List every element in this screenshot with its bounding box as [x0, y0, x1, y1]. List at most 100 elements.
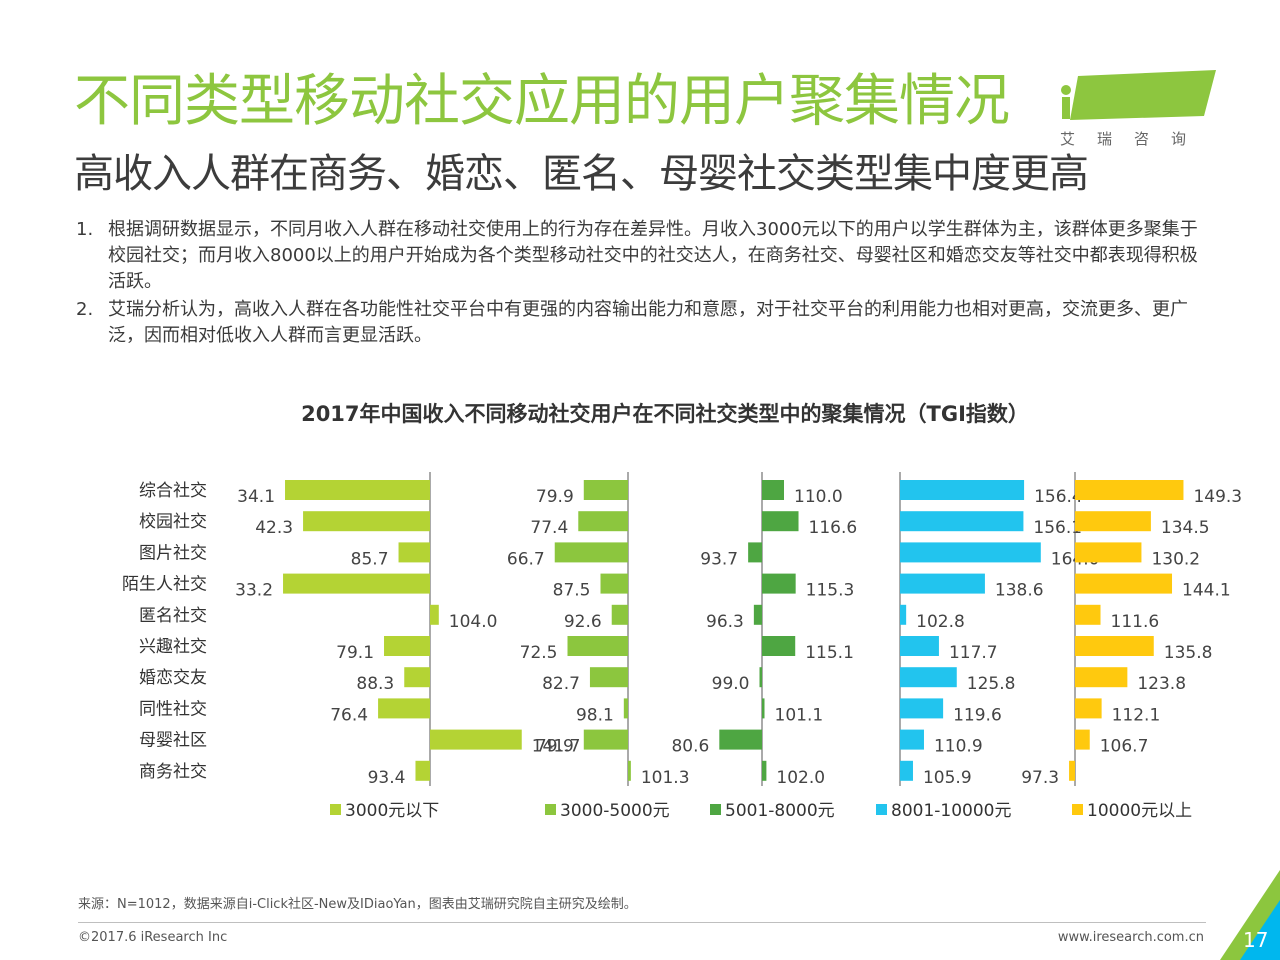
data-bar	[1075, 667, 1128, 688]
data-bar	[1075, 511, 1151, 532]
data-label: 115.3	[806, 581, 855, 601]
data-bar	[285, 480, 430, 500]
data-bar	[762, 760, 767, 781]
corner-decoration	[1220, 870, 1280, 960]
data-label: 79.9	[536, 737, 574, 757]
data-label: 34.1	[237, 487, 275, 507]
data-bar	[1075, 542, 1142, 563]
data-bar	[900, 480, 1025, 500]
data-label: 112.1	[1112, 705, 1161, 725]
data-bar	[578, 511, 628, 532]
category-label: 综合社交	[139, 481, 207, 501]
category-label: 兴趣社交	[139, 637, 207, 657]
data-bar	[384, 636, 430, 656]
data-label: 106.7	[1100, 737, 1149, 757]
note-item: 2. 艾瑞分析认为，高收入人群在各功能性社交平台中有更强的内容输出能力和意愿，对…	[76, 297, 1206, 349]
data-label: 79.9	[536, 487, 574, 507]
data-label: 130.2	[1151, 549, 1200, 569]
category-label: 同性社交	[139, 699, 207, 719]
data-label: 80.6	[671, 737, 709, 757]
data-bar	[900, 760, 913, 781]
chart-title: 2017年中国收入不同移动社交用户在不同社交类型中的聚集情况（TGI指数）	[301, 402, 1029, 426]
data-label: 88.3	[356, 674, 394, 694]
data-label: 149.3	[1193, 487, 1242, 507]
data-bar	[762, 698, 765, 719]
data-bar	[430, 604, 439, 625]
category-label: 商务社交	[139, 762, 207, 782]
data-bar	[759, 667, 762, 688]
data-bar	[567, 636, 628, 656]
data-label: 110.9	[934, 737, 983, 757]
data-label: 156.1	[1033, 518, 1082, 538]
data-label: 119.6	[953, 705, 1002, 725]
data-label: 134.5	[1161, 518, 1210, 538]
data-label: 102.0	[776, 768, 825, 788]
data-label: 42.3	[255, 518, 293, 538]
data-label: 77.4	[530, 518, 568, 538]
page-title: 不同类型移动社交应用的用户聚集情况	[74, 69, 1010, 134]
note-number: 1.	[76, 219, 94, 240]
category-label: 婚恋交友	[139, 667, 207, 688]
legend-swatch	[1072, 804, 1083, 815]
data-label: 76.4	[330, 705, 368, 725]
data-label: 135.8	[1164, 643, 1213, 663]
data-bar	[900, 511, 1024, 532]
data-bar	[404, 667, 430, 688]
page-subtitle: 高收入人群在商务、婚恋、匿名、母婴社交类型集中度更高	[74, 151, 1089, 197]
data-bar	[398, 542, 430, 563]
legend-swatch	[710, 804, 721, 815]
data-bar	[762, 511, 799, 532]
source-note: 来源：N=1012，数据来源自i-Click社区-New及IDiaoYan，图表…	[78, 897, 637, 912]
data-bar	[900, 636, 939, 656]
data-label: 87.5	[553, 581, 591, 601]
data-bar	[283, 573, 430, 594]
data-label: 117.7	[949, 643, 998, 663]
legend-label: 3000-5000元	[560, 801, 670, 821]
data-bar	[600, 573, 628, 594]
data-bar	[583, 480, 628, 500]
notes-list: 1. 根据调研数据显示，不同月收入人群在移动社交使用上的行为存在差异性。月收入3…	[76, 217, 1206, 351]
data-label: 115.1	[805, 643, 854, 663]
data-label: 116.6	[809, 518, 858, 538]
data-label: 156.4	[1034, 487, 1083, 507]
data-label: 111.6	[1111, 612, 1160, 632]
note-text: 艾瑞分析认为，高收入人群在各功能性社交平台中有更强的内容输出能力和意愿，对于社交…	[108, 299, 1188, 346]
data-bar	[762, 636, 796, 656]
data-label: 125.8	[967, 674, 1016, 694]
category-label: 母婴社区	[139, 731, 207, 751]
data-bar	[719, 729, 762, 750]
category-label: 图片社交	[139, 543, 207, 563]
data-label: 85.7	[351, 549, 389, 569]
data-bar	[900, 542, 1041, 563]
data-label: 66.7	[507, 549, 545, 569]
tgi-bar-chart: 综合社交校园社交图片社交陌生人社交匿名社交兴趣社交婚恋交友同性社交母婴社区商务社…	[122, 472, 1242, 821]
data-label: 33.2	[235, 581, 273, 601]
note-text: 根据调研数据显示，不同月收入人群在移动社交使用上的行为存在差异性。月收入3000…	[108, 219, 1198, 292]
data-bar	[1075, 698, 1102, 719]
data-bar	[900, 698, 944, 719]
legend-swatch	[545, 804, 556, 815]
category-label: 匿名社交	[139, 606, 207, 626]
legend-swatch	[330, 804, 341, 815]
page-number: 17	[1243, 928, 1269, 952]
data-bar	[1075, 604, 1101, 625]
legend-label: 8001-10000元	[891, 801, 1011, 821]
data-bar	[589, 667, 628, 688]
data-label: 138.6	[995, 581, 1044, 601]
data-bar	[1075, 636, 1154, 656]
data-bar	[900, 729, 924, 750]
data-bar	[303, 511, 430, 532]
note-number: 2.	[76, 299, 94, 320]
category-label: 陌生人社交	[122, 575, 207, 595]
data-label: 92.6	[564, 612, 602, 632]
iresearch-logo	[1061, 70, 1216, 120]
data-bar	[554, 542, 628, 563]
website-link[interactable]: www.iresearch.com.cn	[1057, 930, 1204, 945]
data-label: 104.0	[449, 612, 498, 632]
category-label: 校园社交	[139, 512, 207, 532]
data-label: 97.3	[1021, 768, 1059, 788]
legend-swatch	[876, 804, 887, 815]
data-label: 105.9	[923, 768, 972, 788]
footer-divider	[78, 922, 1206, 923]
data-bar	[900, 667, 957, 688]
